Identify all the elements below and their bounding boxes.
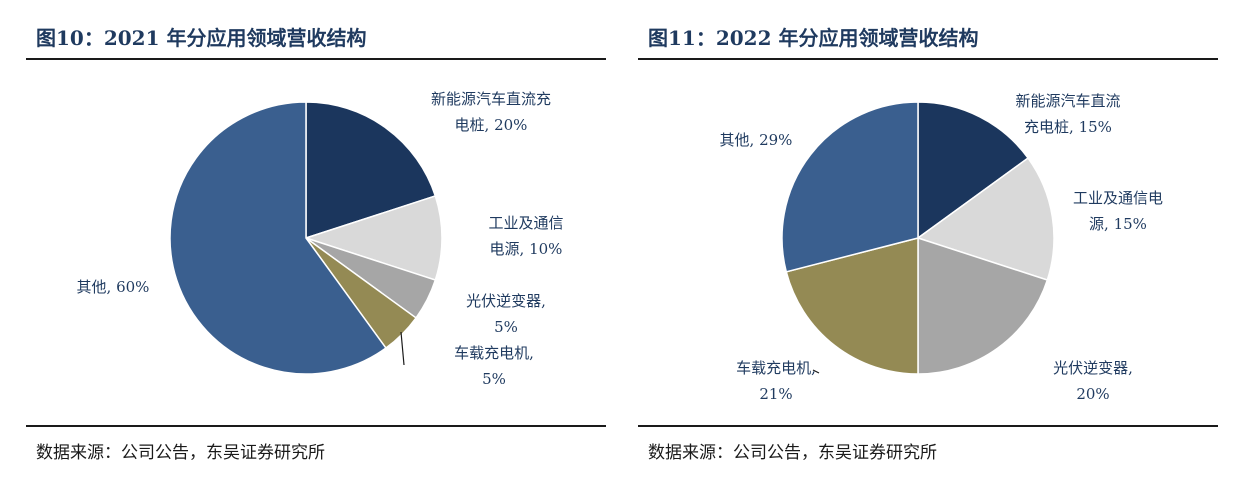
slice-label: 5% [482, 370, 506, 388]
pie-slice [916, 157, 1055, 281]
slice-label: 5% [494, 318, 518, 336]
leader-line [812, 369, 820, 374]
slice-label: 电源, 10% [490, 240, 563, 258]
source-note: 数据来源：公司公告，东吴证券研究所 [648, 443, 937, 463]
slice-label: 新能源汽车直流充 [431, 90, 551, 108]
bottom-rule [638, 425, 1218, 427]
slice-label: 21% [759, 385, 792, 403]
slice-label: 车载充电机, [736, 359, 816, 377]
pie-slice [781, 101, 919, 273]
chart-panel-2021: 图10：2021 年分应用领域营收结构 新能源汽车直流充 电桩, 20% 工业及通信… [26, 0, 606, 485]
top-rule [26, 58, 606, 60]
pie-slice [785, 237, 919, 375]
leader-line [400, 331, 405, 366]
pie-slice [917, 236, 1049, 375]
slice-label: 电桩, 20% [455, 116, 528, 134]
slice-label: 新能源汽车直流 [1015, 92, 1120, 110]
chart-title: 图10：2021 年分应用领域营收结构 [36, 26, 367, 50]
chart-title: 图11：2022 年分应用领域营收结构 [648, 26, 979, 50]
pie-slice [917, 101, 1030, 240]
slice-label: 其他, 60% [77, 278, 150, 296]
slice-label: 充电桩, 15% [1024, 118, 1112, 136]
pie-slice [169, 101, 387, 375]
source-note: 数据来源：公司公告，东吴证券研究所 [36, 443, 325, 463]
slice-label: 20% [1076, 385, 1109, 403]
slice-label: 车载充电机, [454, 344, 534, 362]
slice-label: 光伏逆变器, [466, 292, 546, 310]
slice-label: 其他, 29% [720, 131, 793, 149]
chart-panel-2022: 图11：2022 年分应用领域营收结构 新能源汽车直流 充电桩, 15% 工业及通信… [638, 0, 1218, 485]
pie-slice [305, 101, 437, 240]
slice-label: 光伏逆变器, [1053, 359, 1133, 377]
bottom-rule [26, 425, 606, 427]
slice-label: 源, 15% [1089, 215, 1147, 233]
slice-label: 工业及通信电 [1073, 189, 1163, 207]
slice-label: 工业及通信 [488, 214, 563, 232]
pie-slice [303, 195, 443, 281]
top-rule [638, 58, 1218, 60]
